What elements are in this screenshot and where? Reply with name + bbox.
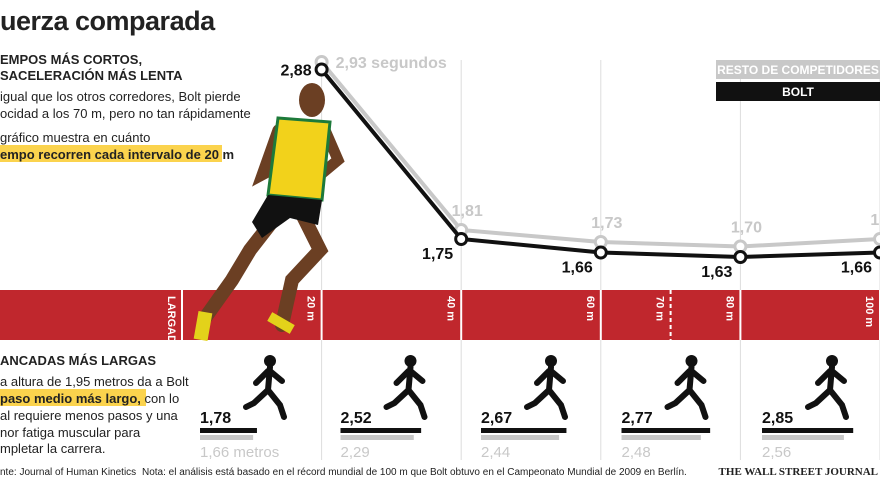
title: uerza comparada bbox=[0, 6, 216, 36]
value-label: 1,78 bbox=[200, 410, 231, 427]
runner-body bbox=[524, 364, 568, 420]
value-label: 1,63 bbox=[701, 264, 732, 281]
legend-label: BOLT bbox=[782, 85, 814, 99]
x-tick-label: LARGADA bbox=[165, 296, 177, 351]
point bbox=[593, 245, 608, 260]
bar bbox=[200, 435, 254, 440]
track bbox=[0, 290, 880, 340]
runner-body bbox=[805, 364, 849, 420]
runner-head bbox=[545, 355, 557, 367]
value-label: 1,66 bbox=[841, 260, 872, 277]
athlete bbox=[193, 83, 345, 342]
strides-text: al requiere menos pasos y una bbox=[0, 408, 179, 423]
value-label: 2,85 bbox=[762, 410, 793, 427]
value-label: 1,66 bbox=[562, 260, 593, 277]
point bbox=[314, 62, 329, 77]
runner-head bbox=[826, 355, 838, 367]
strides-text: paso medio más largo, con lo bbox=[0, 391, 179, 406]
point bbox=[454, 232, 469, 246]
intro-text: ocidad a los 70 m, pero no tan rápidamen… bbox=[0, 106, 251, 121]
runner-body bbox=[383, 364, 428, 420]
legend-label: RESTO DE COMPETIDORES bbox=[717, 63, 879, 77]
intro-note-highlight: empo recorren cada intervalo de 20 m bbox=[0, 147, 234, 162]
value-label: 2,44 bbox=[481, 444, 510, 461]
strides-text: nor fatiga muscular para bbox=[0, 425, 141, 440]
intro-heading: EMPOS MÁS CORTOS, bbox=[0, 52, 142, 67]
value-label: 1,66 metros bbox=[200, 444, 279, 461]
athlete-head bbox=[299, 83, 325, 117]
point bbox=[873, 232, 880, 246]
credit: THE WALL STREET JOURNAL bbox=[719, 466, 878, 478]
bar bbox=[340, 428, 422, 433]
x-tick-label: 40 m bbox=[444, 296, 456, 321]
source: nte: Journal of Human Kinetics bbox=[0, 467, 136, 478]
legend-swatch bbox=[716, 60, 880, 79]
athlete-jersey bbox=[266, 116, 332, 202]
x-tick-label: 100 m bbox=[863, 296, 875, 327]
strides-text: a altura de 1,95 metros da a Bolt bbox=[0, 374, 189, 389]
bar bbox=[200, 428, 257, 433]
bar bbox=[481, 428, 567, 433]
athlete-shorts bbox=[252, 195, 322, 238]
runner-head bbox=[404, 355, 417, 367]
footnote: Nota: el análisis está basado en el réco… bbox=[142, 467, 687, 478]
value-label: 2,29 bbox=[341, 444, 370, 461]
x-tick-label: 60 m bbox=[584, 296, 596, 321]
runner-icon bbox=[524, 355, 568, 420]
highlight bbox=[0, 389, 146, 406]
bar bbox=[621, 428, 711, 433]
value-label: 2,77 bbox=[622, 410, 653, 427]
value-label: 2,48 bbox=[622, 444, 651, 461]
strides-text: mpletar la carrera. bbox=[0, 441, 105, 456]
bar bbox=[762, 435, 844, 440]
value-label: 1,75 bbox=[870, 212, 880, 229]
intro-text: igual que los otros corredores, Bolt pie… bbox=[0, 89, 241, 104]
value-label: 2,52 bbox=[341, 410, 372, 427]
value-label: 1,75 bbox=[422, 246, 453, 263]
runner-icon bbox=[243, 355, 287, 420]
x-tick-label: 70 m bbox=[654, 296, 666, 321]
highlight bbox=[0, 145, 222, 162]
point bbox=[733, 250, 748, 264]
strides-text: con lo bbox=[141, 391, 179, 406]
value-label: 1,70 bbox=[731, 220, 762, 237]
value-label: 1,81 bbox=[452, 203, 483, 220]
value-label: 2,56 bbox=[762, 444, 791, 461]
athlete-shoe bbox=[267, 312, 295, 334]
bar bbox=[340, 435, 414, 440]
bar bbox=[621, 435, 701, 440]
value-label: 1,73 bbox=[591, 215, 622, 232]
legend-swatch bbox=[716, 82, 880, 101]
value-label: 2,67 bbox=[481, 410, 512, 427]
runner-icon bbox=[805, 355, 849, 420]
point bbox=[873, 245, 880, 260]
bar bbox=[762, 428, 854, 433]
x-tick-label: 80 m bbox=[723, 296, 735, 321]
runner-body bbox=[664, 364, 709, 420]
runner-head bbox=[685, 355, 698, 367]
runner-icon bbox=[383, 355, 428, 420]
intro-heading: SACELERACIÓN MÁS LENTA bbox=[0, 68, 183, 83]
value-label: 2,88 bbox=[280, 63, 311, 80]
athlete-shoe bbox=[193, 310, 213, 342]
strides-highlight: paso medio más largo, bbox=[0, 391, 141, 406]
value-label: 2,93 segundos bbox=[336, 55, 447, 72]
runner-icon bbox=[664, 355, 709, 420]
intro-note: gráfico muestra en cuánto bbox=[0, 130, 150, 145]
runner-head bbox=[264, 355, 276, 367]
bar bbox=[481, 435, 560, 440]
x-tick-label: 20 m bbox=[305, 296, 317, 321]
runner-body bbox=[243, 364, 287, 420]
strides-heading: ANCADAS MÁS LARGAS bbox=[0, 353, 156, 368]
